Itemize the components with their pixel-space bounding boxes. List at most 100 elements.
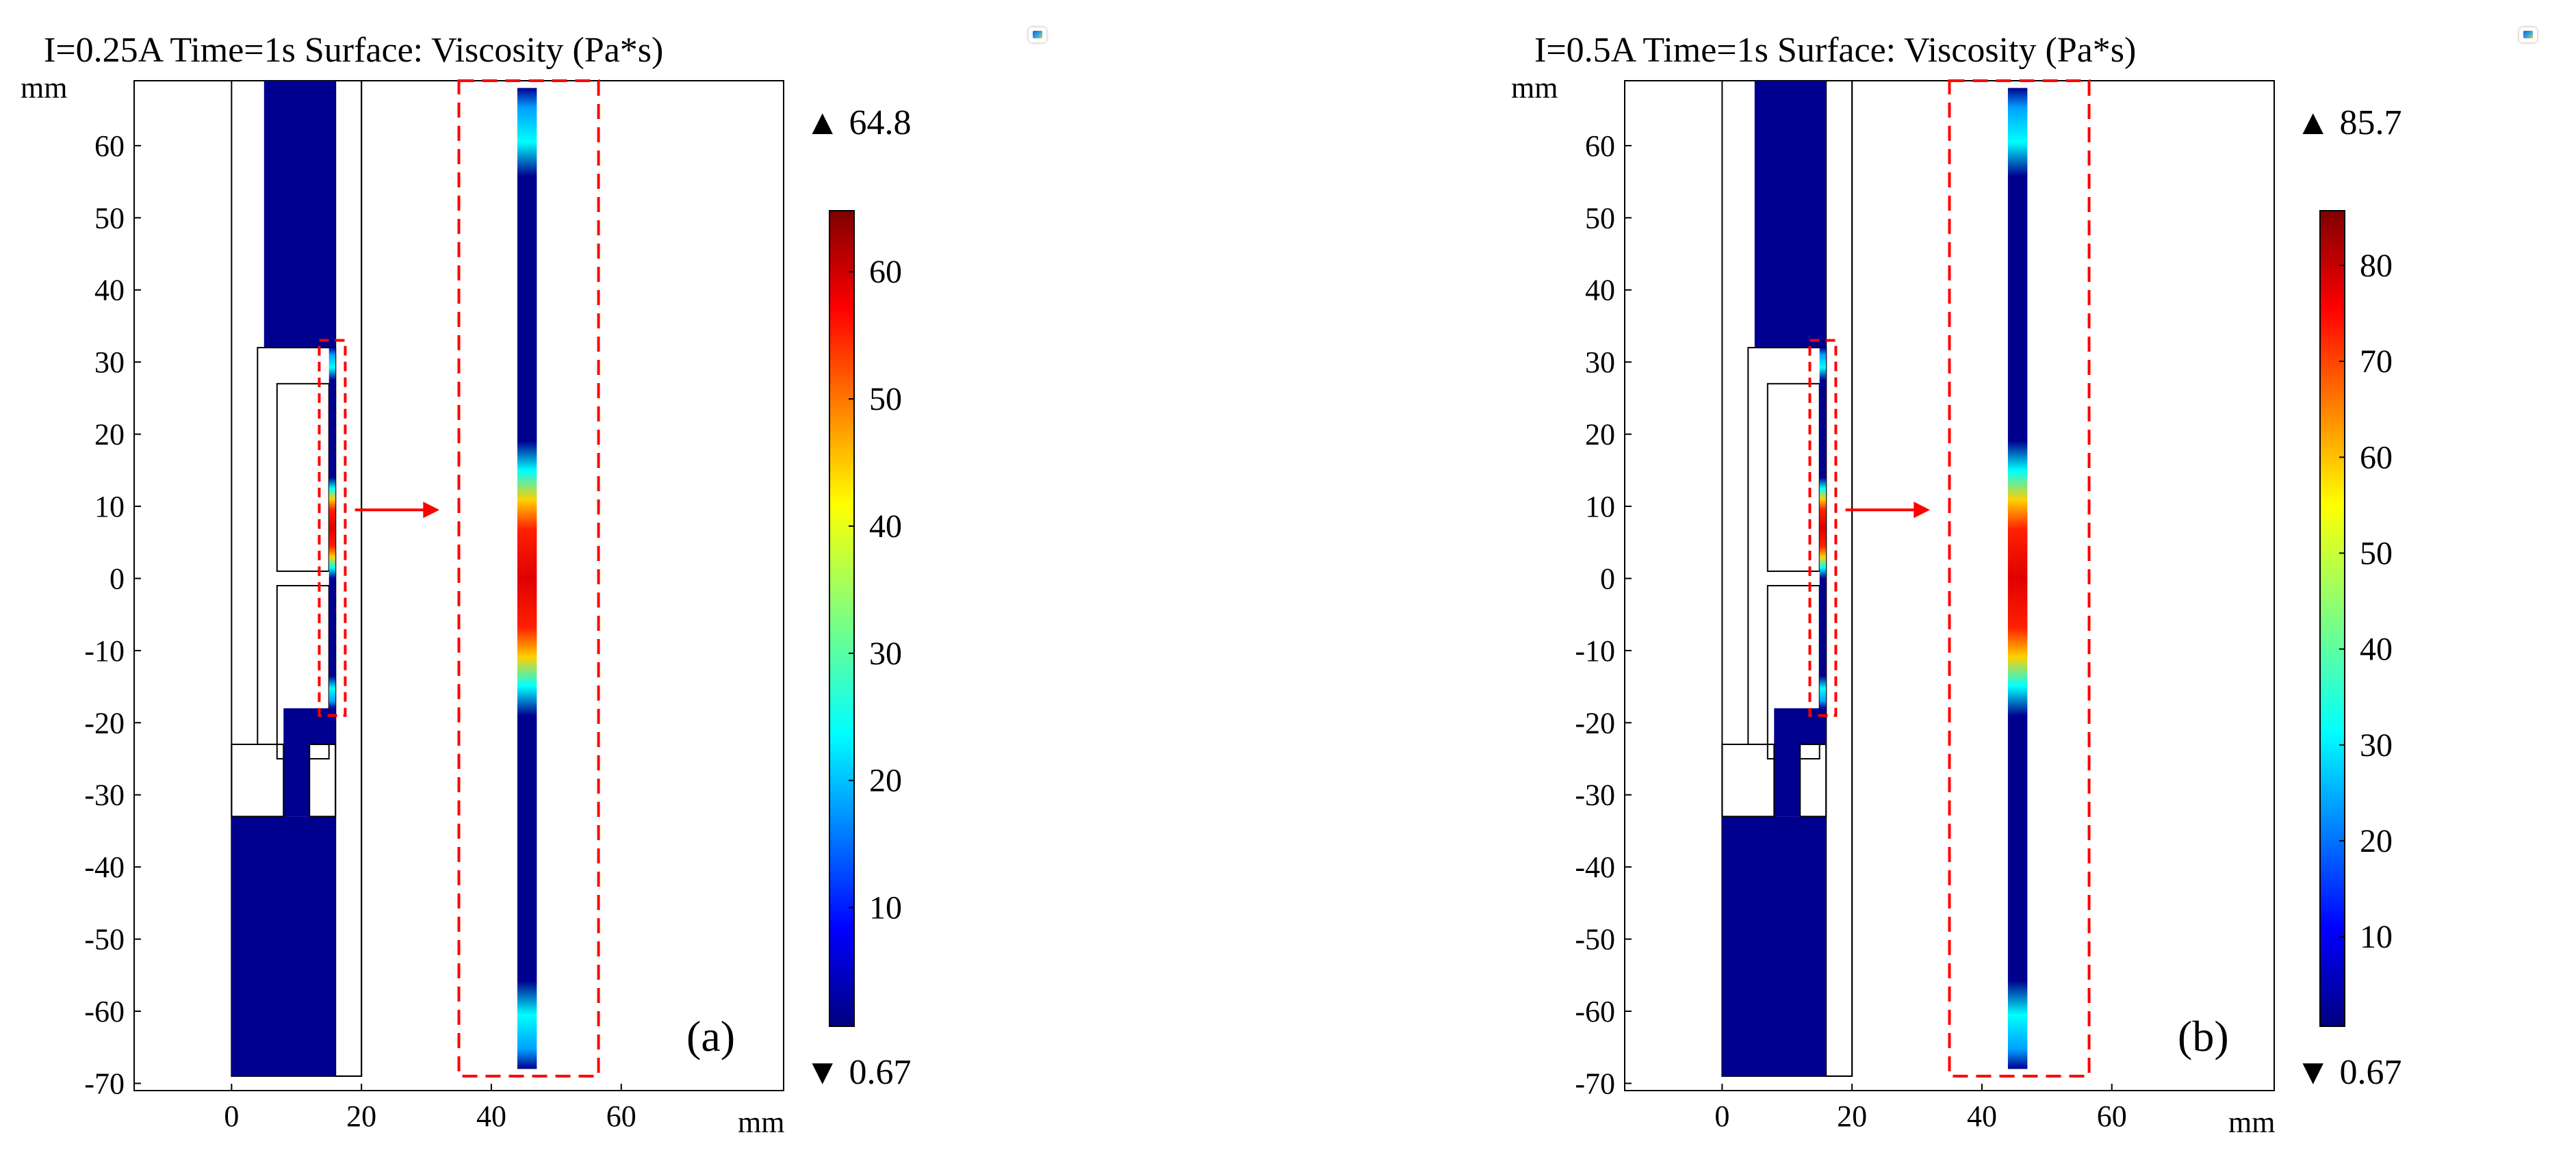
- y-tick-label: -40: [84, 850, 125, 884]
- x-tick-label: 20: [1837, 1099, 1867, 1133]
- zoom-box-large: [1948, 79, 2091, 1078]
- plot-a-y-unit: mm: [21, 71, 68, 105]
- panel-a-label: (a): [686, 1012, 736, 1060]
- y-tick-label: 30: [94, 346, 125, 379]
- colorbar: [2319, 210, 2345, 1027]
- max-triangle-icon: ▲: [805, 103, 840, 142]
- x-tick-label: 60: [606, 1099, 636, 1133]
- colorbar-a-min-value: 0.67: [849, 1053, 912, 1092]
- lower-step-region: [283, 708, 336, 744]
- colorbar-tick-label: 40: [869, 508, 902, 545]
- min-triangle-icon: ▼: [805, 1053, 840, 1092]
- x-tick-label: 60: [2097, 1099, 2127, 1133]
- y-tick-label: -70: [84, 1067, 125, 1100]
- colorbar-tick-label: 60: [2360, 439, 2393, 476]
- y-tick-label: 20: [94, 418, 125, 452]
- y-tick-label: -60: [1575, 995, 1615, 1028]
- x-tick-label: 40: [476, 1099, 506, 1133]
- zoom-arrow-head: [1914, 502, 1931, 519]
- colorbar: [829, 210, 855, 1027]
- y-tick-label: -10: [1575, 634, 1615, 668]
- coil-upper: [1766, 382, 1820, 572]
- lower-neck-region: [283, 744, 310, 817]
- y-tick-label: 60: [94, 129, 125, 163]
- min-triangle-icon: ▼: [2295, 1053, 2331, 1092]
- lower-left-slot: [1721, 743, 1775, 818]
- colorbar-a-max-value: 64.8: [849, 103, 912, 142]
- colorbar-tick-label: 10: [2360, 919, 2393, 955]
- x-tick-label: 40: [1967, 1099, 1997, 1133]
- colorbar-b-max-value: 85.7: [2339, 103, 2402, 142]
- lower-neck-region: [1774, 744, 1801, 817]
- colorbar-a-min: ▼ 0.67: [805, 1052, 911, 1093]
- colorbar-tick-label: 10: [869, 890, 902, 926]
- y-tick-label: 10: [1585, 490, 1615, 523]
- colorbar-tick-label: 80: [2360, 248, 2393, 284]
- plot-a-x-unit: mm: [738, 1106, 785, 1139]
- colorbar-tick-label: 30: [2360, 727, 2393, 764]
- gap-strip: [329, 348, 336, 709]
- zoom-box-small: [1808, 339, 1838, 717]
- plot-b-svg: 60 50 40 30 20 10 0 -10 -20 -30 -40 -50 -60 -70 0 20 40 6…: [1575, 79, 2393, 1133]
- colorbar-tick-label: 20: [869, 763, 902, 799]
- lower-chamber-region: [1722, 816, 1827, 1076]
- colorbar-tick-label: 20: [2360, 823, 2393, 859]
- panel-a: 60 50 40 30 20 10 0 -10 -20 -30 -40 -50 -60 -70 0 20 40 6…: [21, 27, 1046, 1139]
- colorbar-b-min: ▼ 0.67: [2295, 1052, 2401, 1093]
- plot-a-svg: 60 50 40 30 20 10 0 -10 -20 -30 -40 -50 -60 -70 0 20 40 6…: [84, 79, 902, 1133]
- y-tick-label: -70: [1575, 1067, 1615, 1100]
- y-tick-label: -20: [1575, 706, 1615, 740]
- y-tick-label: 20: [1585, 418, 1615, 452]
- coil-upper: [276, 382, 330, 572]
- y-tick-label: -60: [84, 995, 125, 1028]
- zoom-box-large: [457, 79, 600, 1078]
- y-tick-label: -10: [84, 634, 125, 668]
- colorbar-tick-label: 30: [869, 636, 902, 672]
- x-tick-label: 20: [346, 1099, 376, 1133]
- colorbar-a-max: ▲ 64.8: [805, 103, 911, 143]
- panel-b: 60 50 40 30 20 10 0 -10 -20 -30 -40 -50 -60 -70 0 20 40 6…: [1491, 0, 2576, 1172]
- piston-head: [1747, 347, 1827, 745]
- y-tick-label: 60: [1585, 129, 1615, 163]
- colorbar-b-min-value: 0.67: [2339, 1053, 2402, 1092]
- y-tick-label: 40: [94, 274, 125, 307]
- y-tick-label: -50: [1575, 923, 1615, 956]
- y-tick-label: 50: [94, 201, 125, 235]
- colorbar-tick-label: 70: [2360, 343, 2393, 380]
- y-tick-label: -50: [84, 923, 125, 956]
- upper-rod-region: [1754, 81, 1827, 348]
- y-tick-label: 0: [1600, 562, 1615, 595]
- upper-rod-region: [263, 81, 336, 348]
- panel-b-label: (b): [2178, 1012, 2229, 1060]
- lower-left-slot: [231, 743, 285, 818]
- plot-b-y-unit: mm: [1511, 71, 1558, 105]
- zoom-box-small: [318, 339, 347, 717]
- comsol-logo-icon: [1029, 27, 1046, 42]
- y-tick-label: -20: [84, 706, 125, 740]
- lower-step-region: [1774, 708, 1827, 744]
- x-tick-label: 0: [224, 1099, 239, 1133]
- colorbar-tick-label: 50: [869, 381, 902, 417]
- colorbar-tick-label: 40: [2360, 631, 2393, 668]
- piston-head: [257, 347, 337, 745]
- y-tick-label: 10: [94, 490, 125, 523]
- lower-slot: [309, 743, 337, 818]
- lower-chamber-region: [231, 816, 336, 1076]
- plot-b-x-unit: mm: [2228, 1106, 2276, 1139]
- outer-wall: [335, 80, 363, 1077]
- y-tick-label: -40: [1575, 850, 1615, 884]
- max-triangle-icon: ▲: [2295, 103, 2331, 142]
- zoom-arrow-head: [423, 502, 440, 519]
- y-tick-label: -30: [84, 779, 125, 812]
- colorbar-tick-label: 60: [869, 254, 902, 290]
- colorbar-tick-label: 50: [2360, 535, 2393, 571]
- comsol-logo-icon: [2519, 27, 2537, 42]
- lower-slot: [1799, 743, 1827, 818]
- y-tick-label: 40: [1585, 274, 1615, 307]
- plot-b-title: I=0.5A Time=1s Surface: Viscosity (Pa*s): [1534, 31, 2137, 70]
- enlarged-gap-strip: [517, 88, 537, 1069]
- y-tick-label: 50: [1585, 201, 1615, 235]
- colorbar-b-max: ▲ 85.7: [2295, 103, 2401, 143]
- plot-a-title: I=0.25A Time=1s Surface: Viscosity (Pa*s…: [44, 31, 664, 70]
- outer-wall: [1825, 80, 1853, 1077]
